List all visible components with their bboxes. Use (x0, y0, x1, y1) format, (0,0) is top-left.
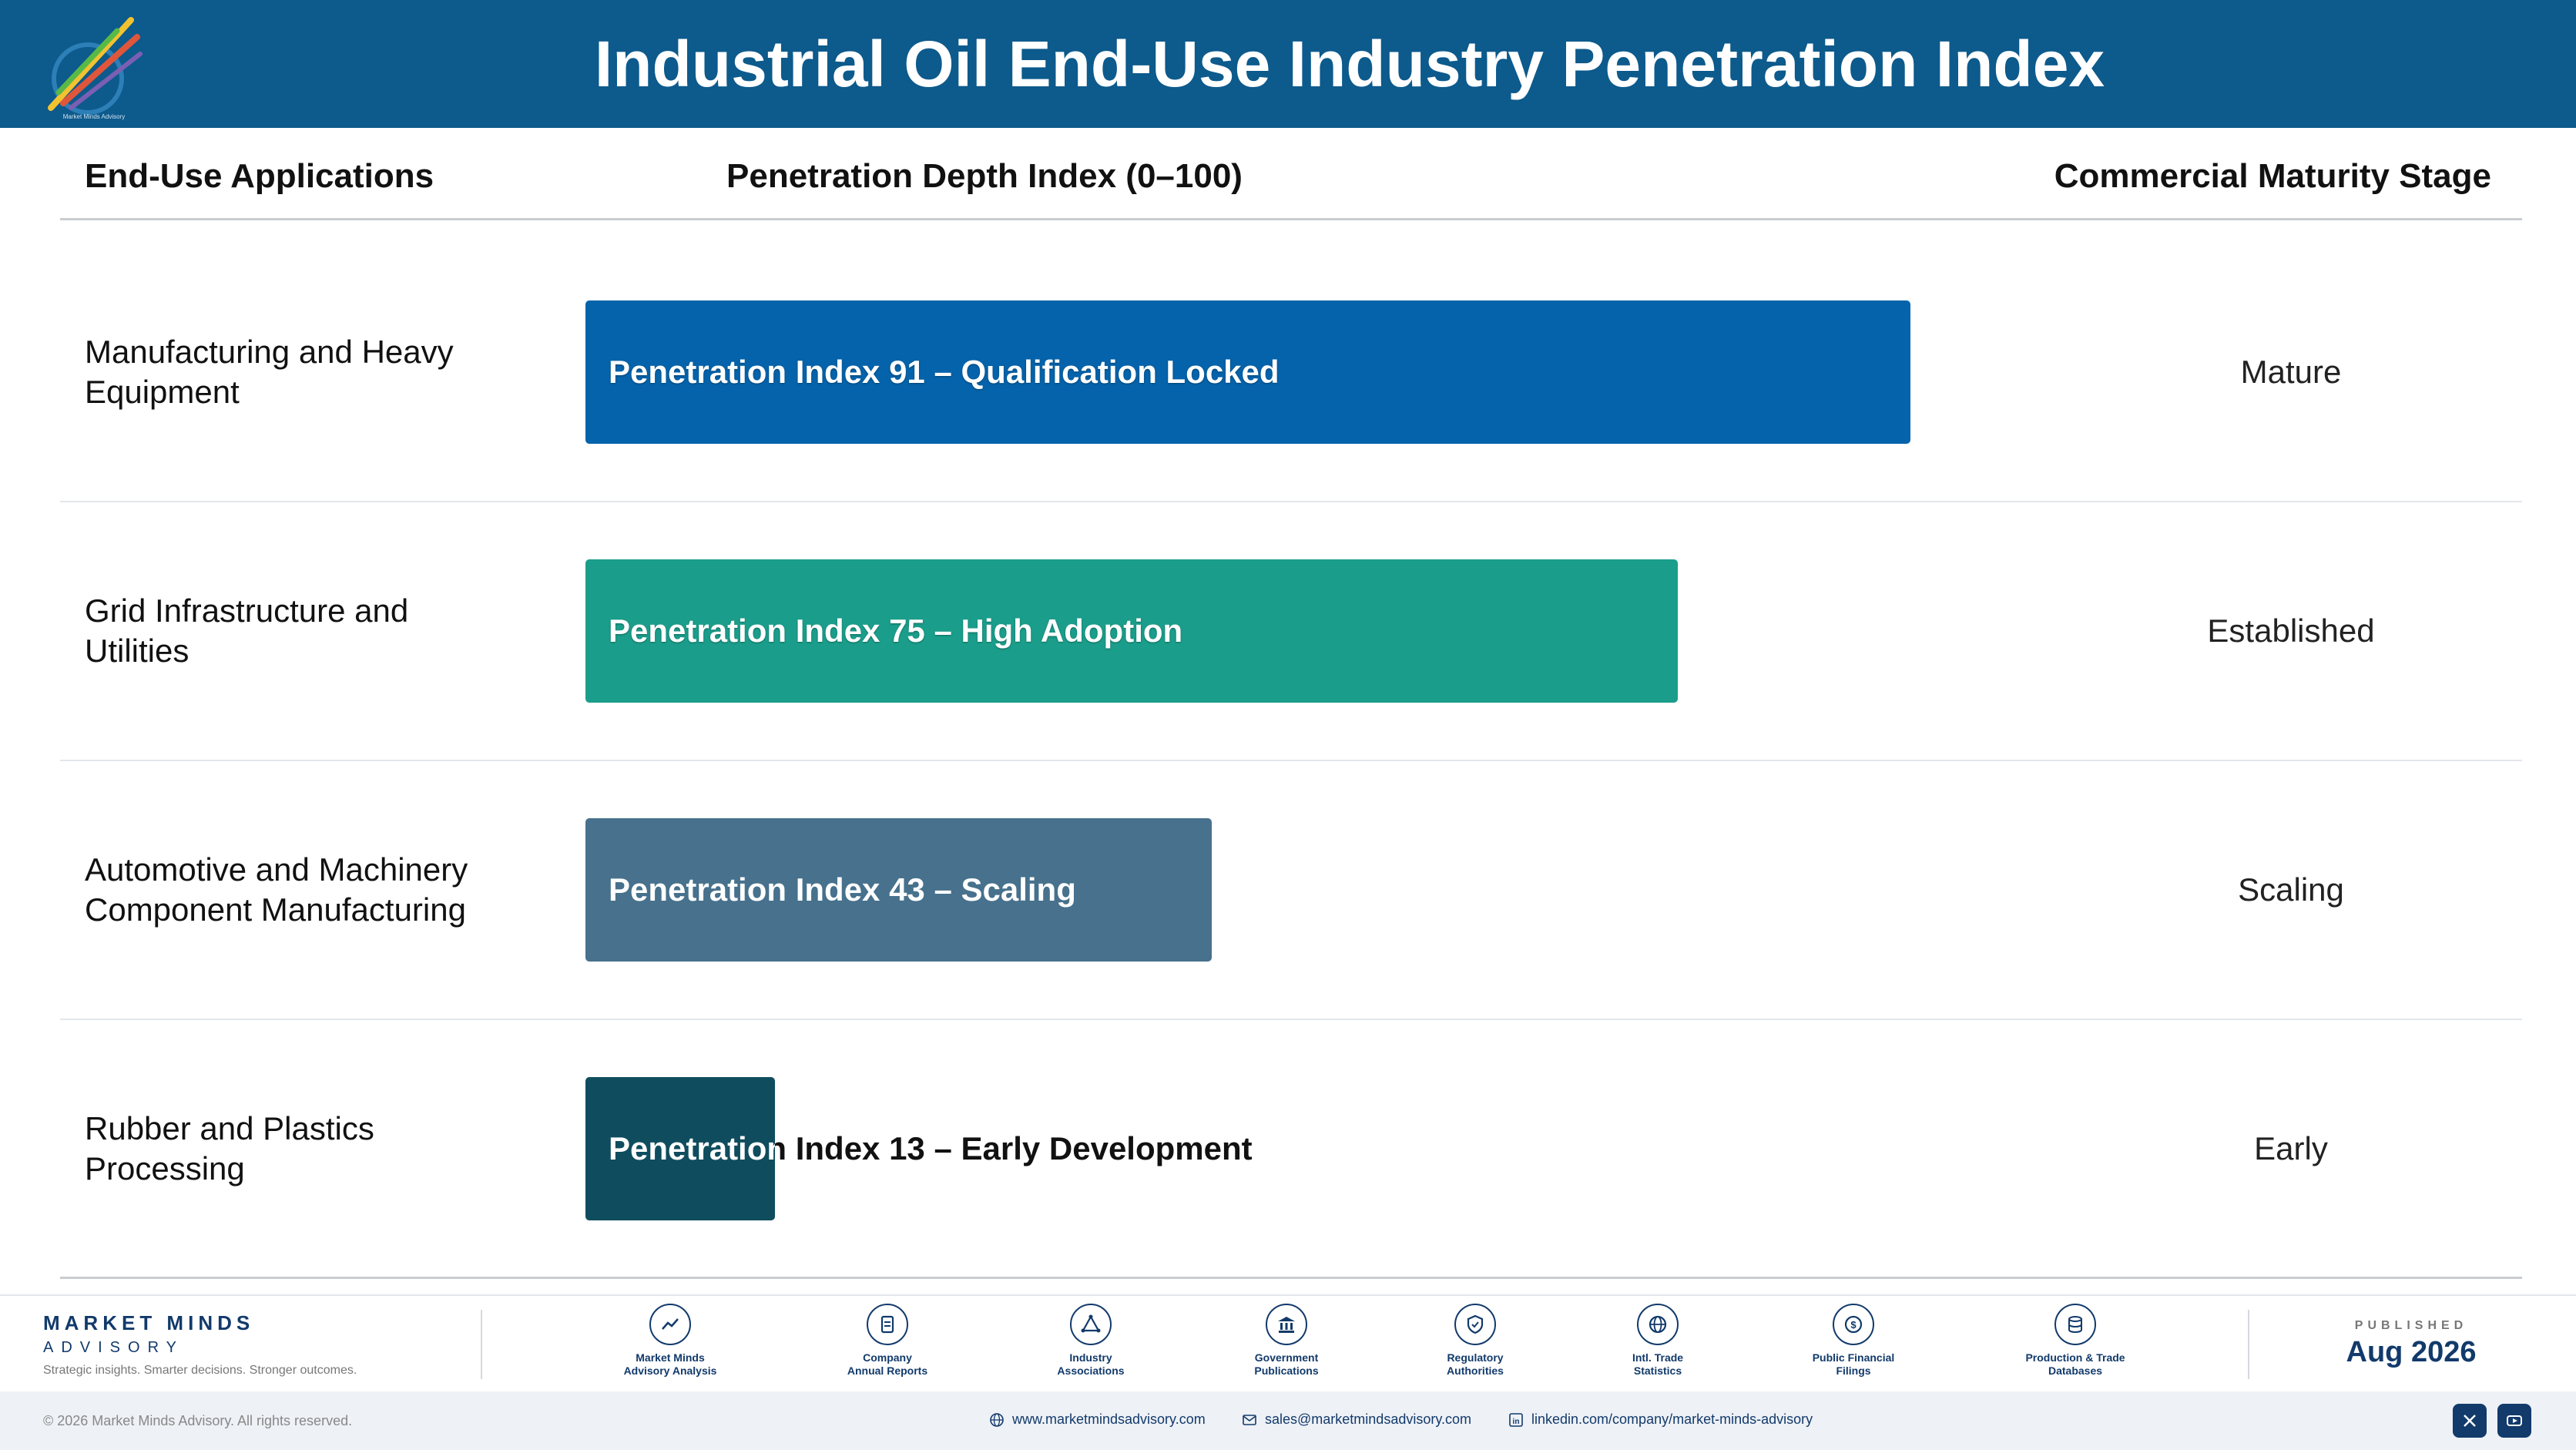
source-label: Company Annual Reports (847, 1351, 928, 1377)
published-label: PUBLISHED (2354, 1319, 2468, 1332)
divider (2248, 1310, 2249, 1379)
bar-label: Penetration Index 13 – Early Development (609, 1129, 1253, 1166)
source-label: Intl. Trade Statistics (1632, 1351, 1684, 1377)
mail-icon (1243, 1414, 1256, 1425)
website-text: www.marketmindsadvisory.com (1012, 1411, 1206, 1427)
column-header-depth: Penetration Depth Index (0–100) (726, 157, 1243, 195)
bar-track: Penetration Index 75 – High Adoption (585, 502, 2058, 760)
brand-subtitle: ADVISORY (43, 1339, 184, 1356)
source-government-publications[interactable]: Government Publications (1217, 1304, 1356, 1378)
column-headers: End-Use Applications Penetration Depth I… (60, 128, 2522, 220)
application-label: Manufacturing and Heavy Equipment (85, 334, 454, 410)
page-title: Industrial Oil End-Use Industry Penetrat… (594, 28, 2105, 100)
bar-track: Penetration Index 13 – Early Development (585, 1020, 2058, 1277)
maturity-stage-label: Established (2207, 613, 2375, 649)
email-link[interactable]: sales@marketmindsadvisory.com (1242, 1411, 1471, 1428)
linkedin-link[interactable]: in linkedin.com/company/market-minds-adv… (1508, 1411, 1813, 1428)
bottom-bar: © 2026 Market Minds Advisory. All rights… (0, 1391, 2576, 1450)
youtube-social-button[interactable] (2497, 1404, 2531, 1438)
maturity-stage-label: Early (2254, 1129, 2328, 1166)
source-label: Industry Associations (1057, 1351, 1125, 1377)
globe-icon (990, 1412, 1004, 1427)
x-icon (2464, 1415, 2476, 1427)
company-logo[interactable]: Market Minds Advisory (40, 8, 148, 122)
penetration-bar (585, 559, 1678, 703)
svg-text:$: $ (1850, 1319, 1857, 1331)
source-regulatory-authorities[interactable]: Regulatory Authorities (1406, 1304, 1545, 1378)
table-row: Rubber and Plastics Processing Penetrati… (60, 1020, 2522, 1279)
source-label: Public Financial Filings (1812, 1351, 1895, 1377)
source-trade-statistics[interactable]: Intl. Trade Statistics (1588, 1304, 1727, 1378)
website-link[interactable]: www.marketmindsadvisory.com (989, 1411, 1206, 1428)
copyright-text: © 2026 Market Minds Advisory. All rights… (43, 1413, 353, 1428)
government-icon (1278, 1317, 1295, 1333)
bar-track: Penetration Index 91 – Qualification Loc… (585, 243, 2058, 501)
document-icon (880, 1315, 894, 1334)
source-industry-associations[interactable]: Industry Associations (1021, 1304, 1160, 1378)
coin-icon: $ (1844, 1315, 1863, 1334)
table-row: Grid Infrastructure and Utilities Penetr… (60, 502, 2522, 761)
maturity-stage-label: Mature (2240, 354, 2342, 390)
source-label: Government Publications (1254, 1351, 1319, 1377)
brand-tagline: Strategic insights. Smarter decisions. S… (43, 1364, 357, 1377)
source-financial-filings[interactable]: $ Public Financial Filings (1784, 1304, 1923, 1378)
source-company-reports[interactable]: Company Annual Reports (818, 1304, 957, 1378)
shield-icon (1467, 1314, 1484, 1334)
play-icon (2507, 1415, 2522, 1426)
application-label: Grid Infrastructure and Utilities (85, 592, 409, 669)
x-social-button[interactable] (2453, 1404, 2487, 1438)
bar-label: Penetration Index 91 – Qualification Loc… (609, 354, 1280, 390)
penetration-bar (585, 818, 1212, 962)
application-label: Automotive and Machinery Component Manuf… (85, 851, 468, 928)
email-text: sales@marketmindsadvisory.com (1265, 1411, 1472, 1427)
divider (481, 1310, 482, 1379)
published-date: Aug 2026 (2346, 1336, 2477, 1368)
globe-icon (1649, 1315, 1667, 1334)
database-icon (2068, 1316, 2082, 1334)
penetration-bar (585, 300, 1910, 444)
network-icon (1081, 1314, 1101, 1333)
header-banner: Market Minds Advisory Industrial Oil End… (0, 0, 2576, 128)
footer: MARKET MINDS ADVISORY Strategic insights… (0, 1294, 2576, 1391)
linkedin-icon: in (1509, 1412, 1523, 1427)
source-label: Regulatory Authorities (1447, 1351, 1504, 1377)
source-label: Production & Trade Databases (2025, 1351, 2125, 1377)
linkedin-text: linkedin.com/company/market-minds-adviso… (1531, 1411, 1813, 1427)
source-label: Market Minds Advisory Analysis (623, 1351, 717, 1377)
brand-name: MARKET MINDS (43, 1311, 255, 1334)
svg-text:in: in (1513, 1418, 1520, 1426)
application-label: Rubber and Plastics Processing (85, 1109, 374, 1187)
table-row: Automotive and Machinery Component Manuf… (60, 761, 2522, 1020)
source-trade-databases[interactable]: Production & Trade Databases (2006, 1304, 2145, 1378)
bar-label: Penetration Index 43 – Scaling (609, 871, 1076, 908)
column-header-stage: Commercial Maturity Stage (2054, 157, 2491, 195)
maturity-stage-label: Scaling (2238, 871, 2344, 908)
source-market-minds-analysis[interactable]: Market Minds Advisory Analysis (601, 1304, 740, 1378)
logo-text: Market Minds Advisory (63, 113, 125, 120)
bar-label: Penetration Index 75 – High Adoption (609, 613, 1183, 649)
penetration-bar (585, 1076, 775, 1220)
chart-icon (662, 1318, 679, 1330)
table-row: Manufacturing and Heavy Equipment Penetr… (60, 243, 2522, 502)
column-header-applications: End-Use Applications (85, 157, 434, 195)
bar-track: Penetration Index 43 – Scaling (585, 761, 2058, 1019)
